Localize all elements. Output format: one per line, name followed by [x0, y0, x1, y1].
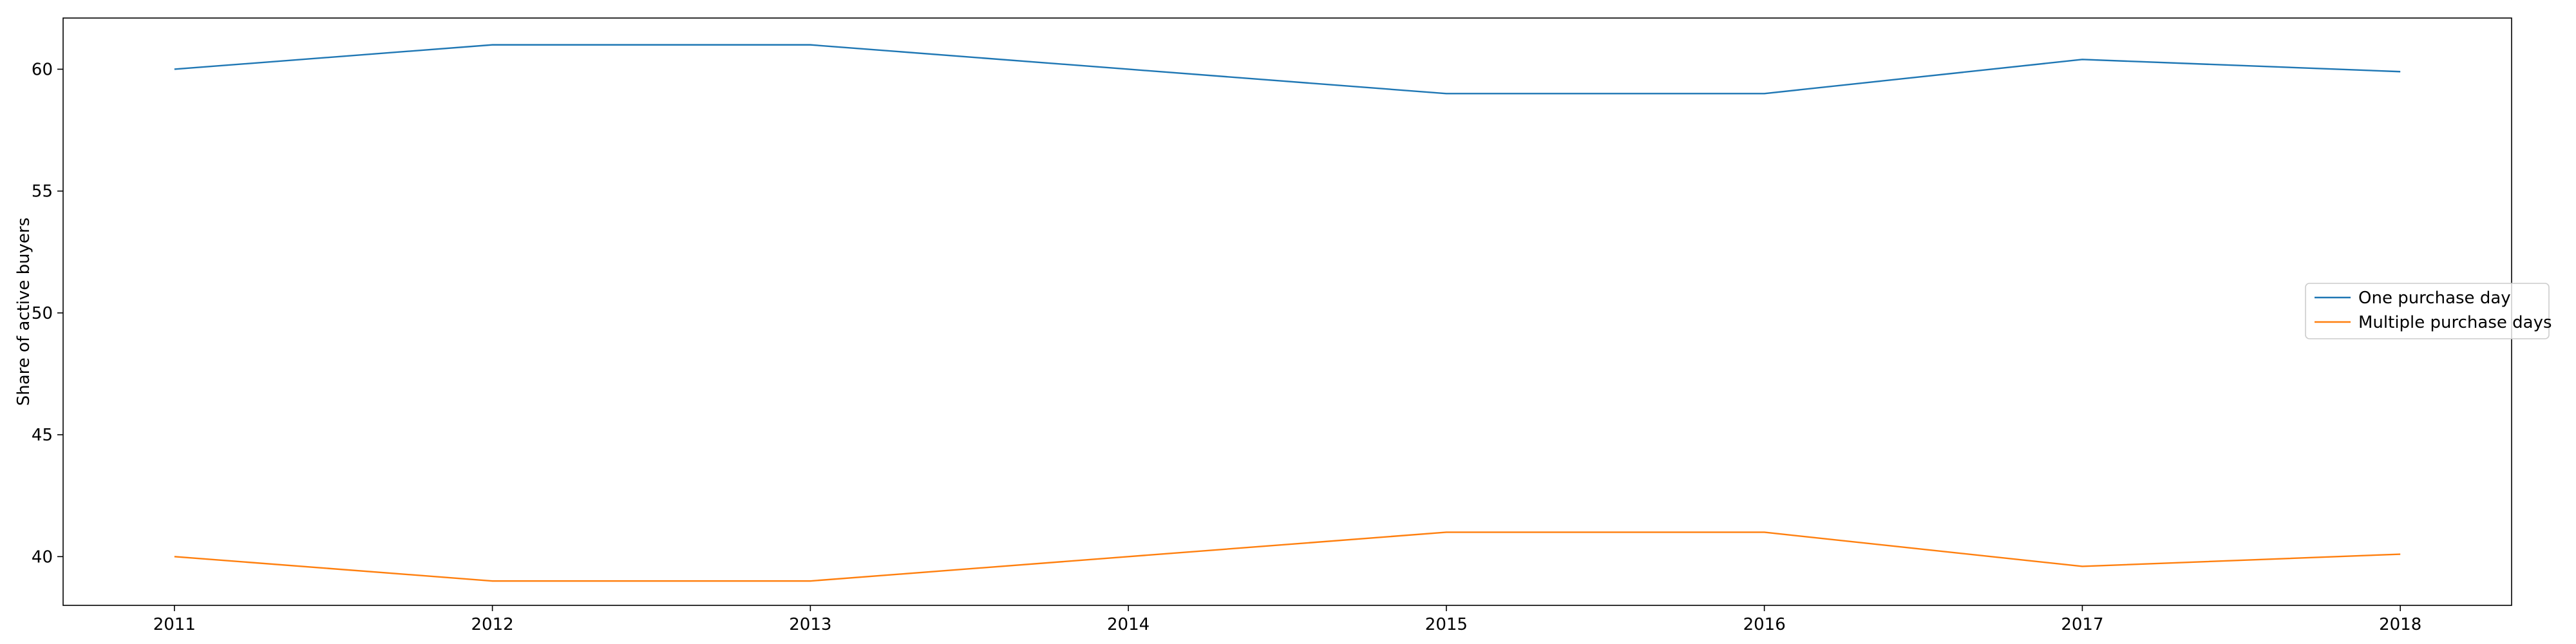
x-tick-label: 2016 [1743, 615, 1786, 634]
y-axis-title-group: Share of active buyers [14, 218, 33, 406]
legend-label-one-purchase-day: One purchase day [2358, 289, 2511, 308]
x-tick-label: 2018 [2379, 615, 2421, 634]
x-tick-label: 2013 [789, 615, 831, 634]
x-tick-label: 2011 [153, 615, 196, 634]
series-layer [174, 44, 2401, 582]
legend-box [2305, 283, 2550, 339]
y-tick-label: 40 [32, 547, 53, 567]
y-tick-label: 45 [32, 426, 53, 445]
y-tick-label: 55 [32, 182, 53, 202]
y-tick-label: 50 [32, 304, 53, 323]
x-tick-label: 2014 [1107, 615, 1150, 634]
x-tick-label: 2015 [1425, 615, 1468, 634]
y-axis-title: Share of active buyers [14, 218, 33, 406]
legend: One purchase day Multiple purchase days [2305, 283, 2552, 339]
ticks-layer: 2011 2012 2013 2014 2015 2016 2017 2018 40 45 50 55… [32, 60, 2421, 634]
series-line-one-purchase-day [174, 44, 2401, 95]
x-tick-label: 2012 [471, 615, 513, 634]
y-tick-label: 60 [32, 60, 53, 79]
series-line-multiple-purchase-days [174, 531, 2401, 582]
x-tick-label: 2017 [2061, 615, 2103, 634]
legend-label-multiple-purchase-days: Multiple purchase days [2358, 313, 2552, 332]
